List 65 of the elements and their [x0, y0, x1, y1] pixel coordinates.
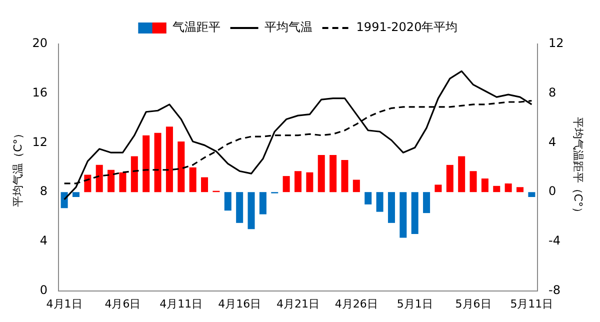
bar — [60, 192, 68, 208]
bar — [504, 183, 512, 192]
y-tick-label: 16 — [32, 85, 48, 100]
bar — [434, 184, 442, 192]
legend-label: 平均气温 — [264, 20, 312, 34]
x-tick-label: 4月16日 — [218, 297, 262, 310]
bar — [189, 167, 196, 192]
y2-tick-label: 8 — [548, 85, 556, 100]
bar — [224, 192, 232, 211]
y2-tick-label: 4 — [548, 134, 556, 149]
bar — [96, 164, 103, 192]
x-tick-label: 4月26日 — [334, 297, 378, 310]
legend-label: 1991-2020年平均 — [356, 20, 458, 34]
y-tick-label: 4 — [40, 234, 48, 248]
y2-tick-label: -8 — [548, 282, 560, 297]
y-tick-label: 8 — [40, 184, 48, 198]
bar — [388, 192, 395, 223]
bar — [376, 192, 384, 212]
bar — [282, 176, 290, 192]
x-tick-label: 5月11日 — [510, 297, 554, 310]
x-tick-label: 5月6日 — [455, 297, 492, 310]
bar — [166, 126, 173, 192]
bar — [259, 192, 266, 214]
bar — [119, 172, 126, 192]
bar — [493, 186, 500, 192]
bar — [411, 192, 418, 234]
bar — [318, 155, 325, 192]
bar — [236, 192, 244, 223]
x-tick-label: 4月1日 — [46, 297, 82, 310]
bar — [364, 192, 372, 204]
bar — [178, 141, 185, 192]
y-tick-label: 12 — [32, 134, 48, 149]
bar — [446, 164, 454, 192]
bar — [528, 192, 536, 198]
bar — [84, 174, 92, 192]
y2-tick-label: 0 — [548, 184, 556, 198]
bar — [341, 160, 348, 192]
bar — [142, 135, 150, 192]
y-tick-label: 20 — [32, 36, 48, 50]
bar — [352, 180, 360, 192]
legend-label: 气温距平 — [172, 20, 220, 34]
bar — [130, 156, 138, 192]
bar — [470, 171, 477, 192]
x-tick-label: 4月6日 — [104, 297, 141, 310]
bar — [306, 172, 314, 192]
bar — [400, 192, 407, 238]
bar — [108, 170, 115, 192]
y-axis-title: 平均气温（C°） — [11, 128, 24, 207]
bar — [154, 132, 162, 192]
y2-axis-title: 平均气温距平（C°） — [572, 116, 585, 218]
bar — [201, 177, 208, 192]
bar — [516, 187, 524, 192]
bar — [423, 192, 430, 214]
bar — [248, 192, 255, 230]
y-tick-label: 0 — [40, 282, 48, 297]
x-tick-label: 4月11日 — [160, 297, 203, 310]
bar — [330, 155, 337, 192]
bar — [72, 192, 80, 198]
x-tick-label: 4月21日 — [276, 297, 320, 310]
bar — [294, 171, 302, 192]
y2-tick-label: -4 — [548, 234, 560, 248]
bar — [458, 156, 466, 192]
bar — [481, 178, 488, 192]
y2-tick-label: 12 — [548, 36, 564, 50]
x-tick-label: 5月1日 — [396, 297, 433, 310]
